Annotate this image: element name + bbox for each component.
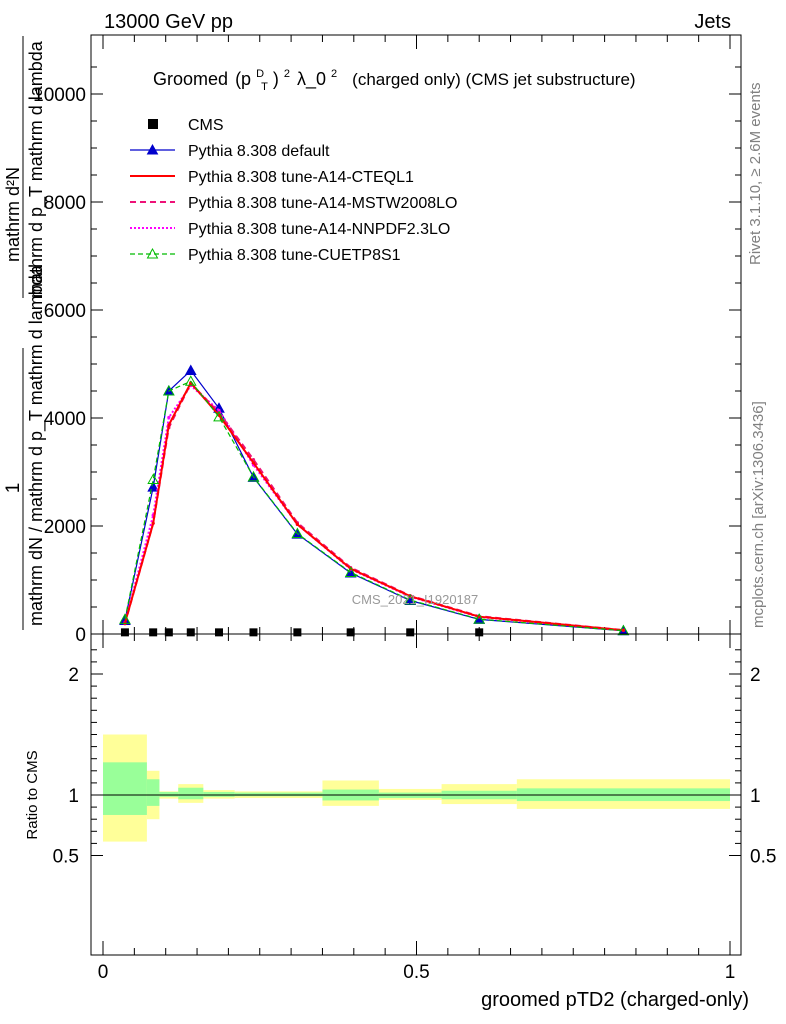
ratio-band-inner [103, 762, 147, 815]
ratio-frame [90, 633, 742, 956]
mcplots-label: mcplots.cern.ch [arXiv:1306.3436] [750, 401, 767, 628]
main-y-label: 1 mathrm dN / mathrm d p_T mathrm d lamb… [3, 36, 47, 630]
data-point-default [147, 481, 160, 492]
ratio-band-inner [234, 792, 323, 797]
data-point-cuetp8s1 [213, 410, 225, 422]
data-point-default [184, 364, 197, 375]
data-point-cuetp8s1 [184, 375, 197, 386]
y-label-top-numerator: 1 [3, 483, 24, 494]
data-point-cms [120, 628, 129, 637]
main-y-tick-label: 10000 [33, 85, 86, 106]
data-point-a14_cteql1 [621, 628, 626, 632]
legend-item-a14_mstw: Pythia 8.308 tune-A14-MSTW2008LO [130, 195, 457, 212]
data-point-cuetp8s1 [119, 613, 131, 624]
y-label-bottom-denominator: mathrm d p_T mathrm d lambda [26, 40, 47, 298]
y-label-top-denominator: mathrm dN / mathrm d p_T mathrm d lambda [26, 264, 47, 626]
main-y-tick-label: 2000 [44, 517, 86, 538]
legend-label-cms: CMS [188, 117, 224, 134]
data-point-cuetp8s1 [291, 527, 304, 539]
chart-title: Groomed (p D T ) 2 λ_0 2 (charged only) … [153, 61, 636, 94]
legend-marker-default [146, 143, 159, 155]
watermark: CMS_2021_I1920187 [352, 592, 479, 607]
legend-marker-cuetp8s1 [146, 247, 159, 259]
legend-item-a14_cteql1: Pythia 8.308 tune-A14-CTEQL1 [130, 169, 414, 186]
ratio-band-inner [159, 791, 179, 797]
data-point-cms [293, 628, 302, 637]
legend: CMS Pythia 8.308 default Pythia 8.308 tune… [130, 117, 457, 264]
data-point-cms [149, 628, 158, 637]
ratio-ticks: 0.5 0.5 1 1 2 2 0 0.5 1 [53, 634, 776, 983]
data-point-cuetp8s1 [344, 566, 357, 577]
ratio-band-inner [203, 791, 235, 797]
energy-label: 13000 GeV pp [104, 11, 233, 33]
title-formula-lambda: λ_0 [297, 69, 326, 90]
data-point-a14_cteql1 [167, 423, 171, 427]
ratio-y-tick-label: 0.5 [53, 847, 79, 868]
title-formula-sup-2b: 2 [331, 68, 337, 80]
ratio-y-tick-label-right: 1 [750, 786, 761, 807]
ratio-y-tick-label: 1 [68, 786, 79, 807]
ratio-y-tick-label-right: 0.5 [750, 847, 776, 868]
title-formula-sup-2: 2 [284, 68, 290, 80]
data-point-cms [475, 628, 484, 637]
data-point-cms [164, 628, 173, 637]
data-point-cms [214, 628, 223, 637]
data-point-cms [406, 628, 415, 637]
ratio-band-inner [146, 779, 160, 806]
data-point-a14_nnpdf [167, 415, 171, 420]
rivet-version-label: Rivet 3.1.10, ≥ 2.6M events [747, 83, 764, 266]
main-y-tick-label: 6000 [44, 301, 86, 322]
legend-marker-cms [148, 119, 158, 129]
title-prefix: Groomed [153, 69, 228, 89]
data-point-a14_cteql1 [295, 522, 299, 526]
data-point-cms [346, 628, 355, 637]
ratio-band-inner [178, 787, 204, 800]
legend-item-default: Pythia 8.308 default [130, 143, 330, 160]
x-tick-label: 0.5 [403, 962, 429, 983]
ratio-panel: 0.5 0.5 1 1 2 2 0 0.5 1 Ratio to CMS groomed pTD… [24, 633, 776, 1011]
title-suffix: (charged only) (CMS jet substructure) [352, 70, 635, 89]
main-y-tick-label: 4000 [44, 409, 86, 430]
legend-label-a14_mstw: Pythia 8.308 tune-A14-MSTW2008LO [188, 195, 457, 212]
data-point-a14_cteql1 [251, 461, 256, 465]
legend-label-default: Pythia 8.308 default [188, 143, 330, 160]
x-tick-label: 1 [725, 962, 736, 983]
data-point-cuetp8s1 [147, 473, 160, 485]
x-tick-label: 0 [98, 962, 109, 983]
main-y-tick-label: 0 [75, 625, 86, 646]
title-formula-open: (p [235, 69, 251, 89]
main-y-tick-label: 8000 [44, 193, 86, 214]
legend-item-cms: CMS [148, 117, 224, 134]
title-formula-sub-t: T [261, 81, 268, 93]
main-panel: 0 2000 4000 6000 8000 10000 CMS_2021_I1920187 [33, 34, 742, 646]
data-point-cms [186, 628, 195, 637]
legend-label-cuetp8s1: Pythia 8.308 tune-CUETP8S1 [188, 247, 401, 264]
data-point-cuetp8s1 [162, 384, 175, 396]
ratio-bands [103, 734, 730, 842]
title-formula-close: ) [273, 69, 279, 89]
ratio-y-tick-label-right: 2 [750, 665, 761, 686]
data-point-cuetp8s1 [404, 593, 417, 605]
legend-label-a14_nnpdf: Pythia 8.308 tune-A14-NNPDF2.3LO [188, 221, 450, 238]
x-axis-label: groomed pTD2 (charged-only) [481, 989, 749, 1011]
data-point-cuetp8s1 [617, 624, 630, 636]
series-line-cuetp8s1 [124, 380, 624, 632]
legend-item-a14_nnpdf: Pythia 8.308 tune-A14-NNPDF2.3LO [130, 221, 450, 238]
svg-text:Groomed (p D: Groomed (p D T ) 2 λ_0 2 (charged only) … [153, 61, 636, 94]
data-point-cms [249, 628, 258, 637]
main-ticks: 0 2000 4000 6000 8000 10000 [33, 35, 741, 646]
data-point-a14_cteql1 [151, 521, 155, 525]
y-label-bottom-numerator: mathrm d²N [3, 167, 23, 262]
ratio-y-label: Ratio to CMS [24, 750, 41, 839]
data-point-cuetp8s1 [473, 613, 486, 624]
title-formula-sup-d: D [256, 68, 264, 80]
jets-label: Jets [694, 11, 731, 33]
legend-label-a14_cteql1: Pythia 8.308 tune-A14-CTEQL1 [188, 169, 414, 186]
ratio-y-tick-label: 2 [68, 665, 79, 686]
main-curves [119, 364, 630, 637]
legend-item-cuetp8s1: Pythia 8.308 tune-CUETP8S1 [130, 247, 401, 264]
data-point-cuetp8s1 [247, 470, 260, 482]
